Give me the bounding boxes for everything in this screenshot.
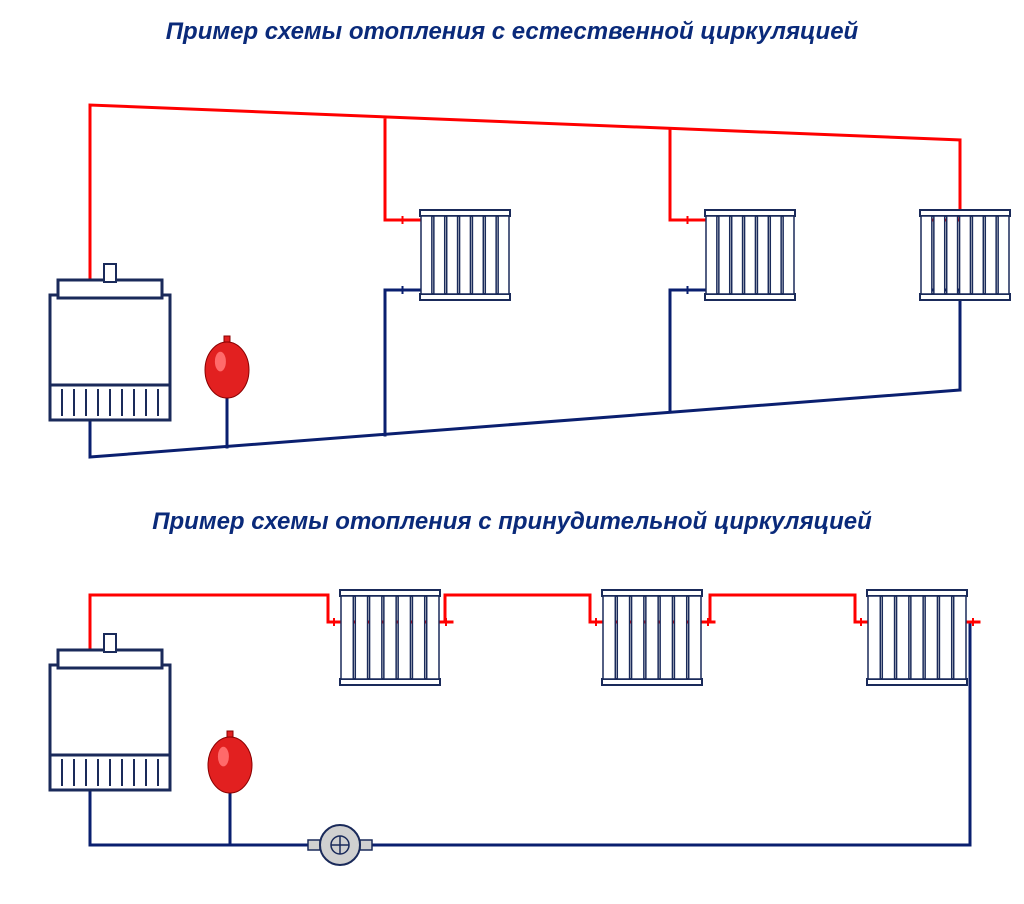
d2-return-left: [90, 790, 308, 845]
d2-expansion-tank: [208, 731, 252, 793]
d1-radiator-2: [920, 210, 1010, 300]
d2-circulation-pump: [308, 825, 372, 865]
d1-return-main: [90, 390, 960, 457]
d1-boiler: [50, 264, 170, 420]
d1-expansion-tank: [205, 336, 249, 398]
d2-radiator-1: [602, 590, 702, 685]
d1-radiator-1: [705, 210, 795, 300]
heating-diagrams: [0, 0, 1024, 904]
d2-boiler: [50, 634, 170, 790]
d2-supply-chain: [90, 595, 855, 622]
d2-radiator-0: [340, 590, 440, 685]
d1-radiator-0: [420, 210, 510, 300]
d2-radiator-2: [867, 590, 967, 685]
d1-supply-main: [90, 105, 960, 310]
